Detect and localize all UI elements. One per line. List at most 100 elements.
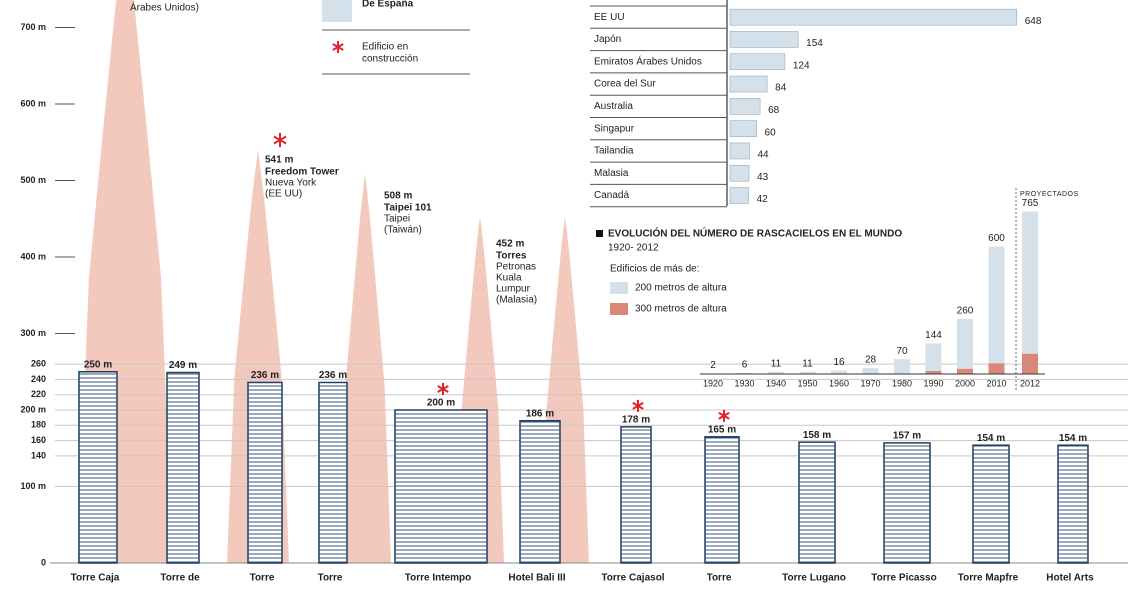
world-building xyxy=(339,174,391,564)
world-building-label: Freedom Tower xyxy=(265,167,339,178)
spain-building xyxy=(394,409,488,564)
world-building-label: Lumpur xyxy=(496,284,531,295)
legend-swatch xyxy=(322,0,352,22)
spain-building xyxy=(1057,444,1089,564)
value-label: 2 xyxy=(710,360,716,371)
building-name: Torre Lugano xyxy=(782,573,846,584)
value-label: 124 xyxy=(793,60,810,71)
y-tick-label: 400 m xyxy=(20,251,46,261)
world-building-label: Árabes Unidos) xyxy=(130,1,199,14)
legend-swatch xyxy=(610,303,628,315)
building-name: Torre Cajasol xyxy=(601,573,664,584)
world-building-height: 541 m xyxy=(265,155,293,166)
value-label: 84 xyxy=(775,83,787,94)
country-label: Malasia xyxy=(594,168,629,179)
country-label: Corea del Sur xyxy=(594,79,656,90)
value-label: 11 xyxy=(802,358,813,369)
country-label: Japón xyxy=(594,34,621,45)
building-name: Hotel Bali III xyxy=(508,573,565,584)
y-tick-label: 180 xyxy=(31,420,46,430)
spain-building xyxy=(519,419,561,564)
x-tick-label: 2012 xyxy=(1020,378,1040,388)
building-name: Torre xyxy=(318,573,343,584)
legend-label: De España xyxy=(362,0,414,10)
spain-building xyxy=(704,436,740,564)
construction-asterisk xyxy=(332,43,344,51)
spain-building xyxy=(620,426,652,564)
country-label: Singapur xyxy=(594,123,635,134)
construction-asterisk xyxy=(273,135,287,145)
country-bar xyxy=(729,120,757,137)
evolution-bar xyxy=(925,371,942,374)
value-label: 42 xyxy=(757,194,769,205)
building-height: 154 m xyxy=(1059,433,1087,444)
building-height: 249 m xyxy=(169,360,197,371)
spain-building xyxy=(247,381,283,564)
x-tick-label: 1930 xyxy=(734,378,754,388)
y-tick-label: 300 m xyxy=(20,328,46,338)
chart-title: EVOLUCIÓN DEL NÚMERO DE RASCACIELOS EN E… xyxy=(608,227,902,240)
country-bar xyxy=(729,8,1018,26)
value-label: 144 xyxy=(925,330,942,341)
building-height: 186 m xyxy=(526,408,554,419)
projected-label: PROYECTADOS xyxy=(1020,191,1079,198)
y-tick-label: 0 xyxy=(41,557,46,567)
x-tick-label: 2000 xyxy=(955,378,975,388)
country-label: EE UU xyxy=(594,12,625,23)
value-label: 28 xyxy=(865,355,877,366)
building-height: 178 m xyxy=(622,414,650,425)
x-tick-label: 1970 xyxy=(860,378,880,388)
value-label: 44 xyxy=(757,150,769,161)
legend-label: construcción xyxy=(362,54,418,65)
world-building-label: Nueva York xyxy=(265,178,317,189)
country-bar xyxy=(729,98,761,115)
value-label: 43 xyxy=(757,172,769,183)
country-label: Emiratos Árabes Unidos xyxy=(594,54,702,67)
spain-building xyxy=(972,444,1010,564)
y-tick-label: 240 xyxy=(31,374,46,384)
building-name: Torre Caja xyxy=(71,573,120,584)
building-name: Torre xyxy=(707,573,732,584)
evolution-bar xyxy=(736,372,753,374)
building-name: Hotel Arts xyxy=(1046,573,1094,584)
evolution-bar xyxy=(988,363,1005,374)
building-name: Torre de xyxy=(160,573,200,584)
world-building-height: 508 m xyxy=(384,191,412,202)
value-label: 154 xyxy=(806,38,823,49)
spain-building xyxy=(78,371,118,564)
spain-building xyxy=(883,442,931,564)
evolution-bar xyxy=(925,343,942,374)
x-tick-label: 1940 xyxy=(766,378,786,388)
construction-asterisk xyxy=(632,401,644,410)
world-building-label: (Taiwán) xyxy=(384,225,422,236)
evolution-bar xyxy=(1022,211,1038,374)
building-name: Torre Picasso xyxy=(871,573,936,584)
building-name: Torre Mapfre xyxy=(958,573,1019,584)
country-label: Australia xyxy=(594,101,633,112)
country-label: Canadá xyxy=(594,190,629,201)
building-height: 154 m xyxy=(977,433,1005,444)
value-label: 260 xyxy=(957,305,974,316)
evolution-bar xyxy=(894,359,910,374)
y-tick-label: 140 xyxy=(31,450,46,460)
building-name: Torre Intempo xyxy=(405,573,471,584)
building-height: 200 m xyxy=(427,398,455,409)
evolution-bar xyxy=(988,246,1005,374)
value-label: 11 xyxy=(771,358,782,369)
world-building-label: (EE UU) xyxy=(265,189,302,200)
world-building-label: (Malasia) xyxy=(496,295,537,306)
building-height: 250 m xyxy=(84,359,112,370)
legend-label: Edificio en xyxy=(362,42,408,53)
country-bar xyxy=(729,164,750,182)
legend-title: Edificios de más de: xyxy=(610,264,700,275)
title-bullet xyxy=(596,230,603,237)
world-building-label: Taipei 101 xyxy=(384,203,432,214)
value-label: 6 xyxy=(742,359,748,370)
evolution-bar xyxy=(768,371,784,374)
evolution-bar xyxy=(862,368,879,374)
evolution-bar xyxy=(957,368,973,374)
x-tick-label: 1950 xyxy=(797,378,817,388)
x-tick-label: 1990 xyxy=(923,378,943,388)
evolution-bar xyxy=(799,371,816,374)
